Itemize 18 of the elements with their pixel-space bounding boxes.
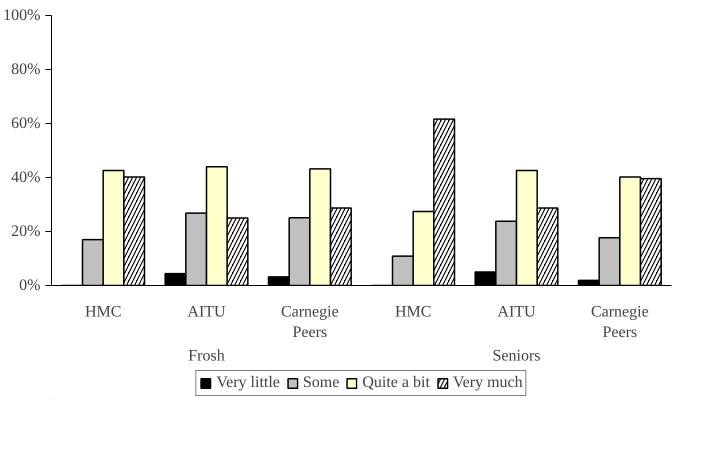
legend-label: Quite a bit (362, 374, 430, 392)
x-tick-label: Carnegie Peers (280, 304, 339, 341)
legend-label: Very little (216, 374, 280, 392)
text: Frosh (188, 348, 225, 364)
x-tick-label: Carnegie Peers (590, 304, 649, 341)
y-tick-label: 100% (3, 7, 40, 24)
legend-label: Very much (452, 374, 523, 392)
y-tick-label: 0% (19, 277, 40, 294)
x-tick-label: AITU (187, 304, 226, 320)
x-tick-label: AITU (497, 304, 536, 320)
y-tick-label: 80% (11, 61, 40, 78)
y-tick-label: 40% (11, 169, 40, 186)
x-tick-label: HMC (84, 304, 122, 320)
x-tick-label: HMC (394, 304, 432, 320)
text: Seniors (492, 348, 540, 364)
y-tick-label: 20% (11, 223, 40, 240)
legend-label: Some (302, 374, 340, 392)
y-tick-label: 60% (11, 115, 40, 132)
